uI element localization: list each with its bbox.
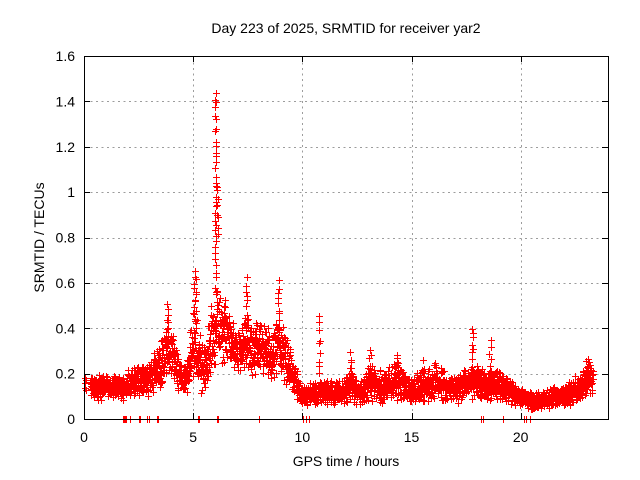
gridlines bbox=[85, 57, 607, 418]
y-tick-label: 0.4 bbox=[56, 320, 76, 336]
chart-title: Day 223 of 2025, SRMTID for receiver yar… bbox=[211, 20, 480, 36]
x-axis-label: GPS time / hours bbox=[293, 453, 400, 469]
y-axis-label: SRMTID / TECUs bbox=[31, 182, 47, 292]
y-tick-label: 1.2 bbox=[56, 139, 76, 155]
scatter-plus-markers bbox=[82, 90, 597, 423]
y-tick-label: 1.6 bbox=[56, 48, 76, 64]
data-points bbox=[82, 90, 597, 423]
x-tick-label: 15 bbox=[404, 429, 420, 445]
y-tick-labels: 0 0.2 0.4 0.6 0.8 1 1.2 1.4 1.6 bbox=[56, 48, 76, 427]
y-tick-label: 1.4 bbox=[56, 93, 76, 109]
y-tick-label: 0 bbox=[67, 411, 75, 427]
x-tick-label: 20 bbox=[513, 429, 529, 445]
y-tick-label: 1 bbox=[67, 184, 75, 200]
x-tick-label: 0 bbox=[80, 429, 88, 445]
x-tick-label: 10 bbox=[295, 429, 311, 445]
y-tick-label: 0.2 bbox=[56, 366, 76, 382]
y-tick-label: 0.6 bbox=[56, 275, 76, 291]
plot-border bbox=[84, 56, 609, 420]
x-tick-labels: 0 5 10 15 20 bbox=[80, 429, 529, 445]
y-tick-label: 0.8 bbox=[56, 230, 76, 246]
x-tick-label: 5 bbox=[189, 429, 197, 445]
